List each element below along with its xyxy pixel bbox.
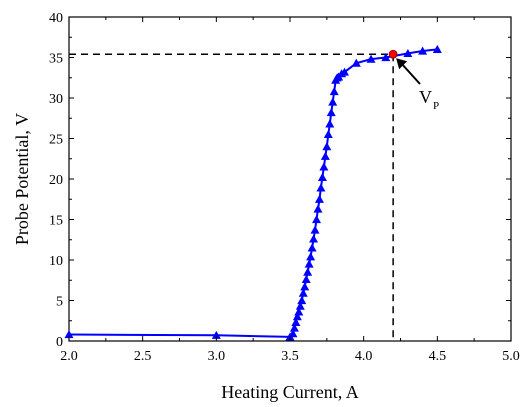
vp-arrow-shaft [401,63,421,85]
x-axis: 2.0 2.5 3.0 3.5 4.0 4.5 5.0 [60,17,520,364]
y-tick-label: 25 [49,133,63,148]
y-tick-label: 5 [56,295,63,310]
x-tick-label: 4.5 [429,349,447,364]
data-point [297,296,307,305]
data-point [329,87,339,96]
data-point [64,330,74,339]
data-point [211,330,221,339]
reference-point-layer [388,49,398,59]
data-point [366,54,376,63]
y-tick-label: 0 [56,335,63,350]
data-point [403,48,413,58]
y-tick-label: 30 [49,92,63,107]
data-point [326,108,336,117]
vp-arrow-head [396,58,408,70]
series-layer [64,44,442,341]
data-point [328,97,338,106]
data-point [298,288,308,297]
x-tick-label: 3.0 [208,349,226,364]
x-tick-label: 3.5 [281,349,299,364]
data-point [304,259,314,268]
data-point [325,119,335,128]
data-point [323,129,333,139]
vp-label-subscript: P [433,100,439,112]
data-point [303,267,313,276]
data-point [317,172,327,181]
y-axis-title: Probe Potential, V [12,113,32,245]
data-point [314,194,324,203]
data-point [310,225,320,234]
data-point [432,44,442,53]
data-point [351,58,361,67]
data-point [320,151,330,160]
y-tick-label: 35 [49,52,63,67]
x-tick-label: 2.0 [60,349,78,364]
y-tick-label: 20 [49,173,63,188]
data-point [289,323,299,332]
y-tick-label: 15 [49,214,63,229]
data-point [418,46,428,55]
data-point [292,312,302,321]
data-point [301,274,311,284]
x-tick-label: 4.0 [355,349,373,364]
data-point [316,183,326,192]
data-point [319,162,329,171]
data-point [313,204,323,213]
x-tick-label: 2.5 [134,349,152,364]
data-point [300,282,310,291]
y-tick-label: 40 [49,11,63,26]
data-point [294,307,304,316]
data-point [307,243,317,252]
plot-area [68,16,512,342]
data-point [291,317,301,326]
x-axis-title: Heating Current, A [221,382,358,402]
data-point [309,234,319,243]
data-point [340,67,350,76]
vp-label: V [419,87,432,107]
y-axis: 0 5 10 15 20 25 30 35 40 [49,11,511,350]
data-point [295,301,305,310]
reference-lines [69,53,394,341]
data-point [322,142,332,151]
data-point [288,329,298,338]
y-tick-label: 10 [49,254,63,269]
vp-marker [388,49,398,59]
data-point [306,252,316,261]
data-point [312,215,322,224]
x-tick-label: 5.0 [502,349,520,364]
data-point [381,53,391,62]
